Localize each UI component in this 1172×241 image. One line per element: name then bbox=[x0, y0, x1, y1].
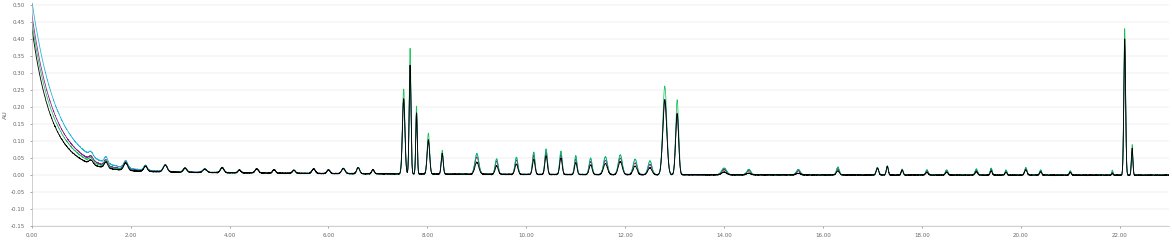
Y-axis label: AU: AU bbox=[2, 110, 8, 119]
